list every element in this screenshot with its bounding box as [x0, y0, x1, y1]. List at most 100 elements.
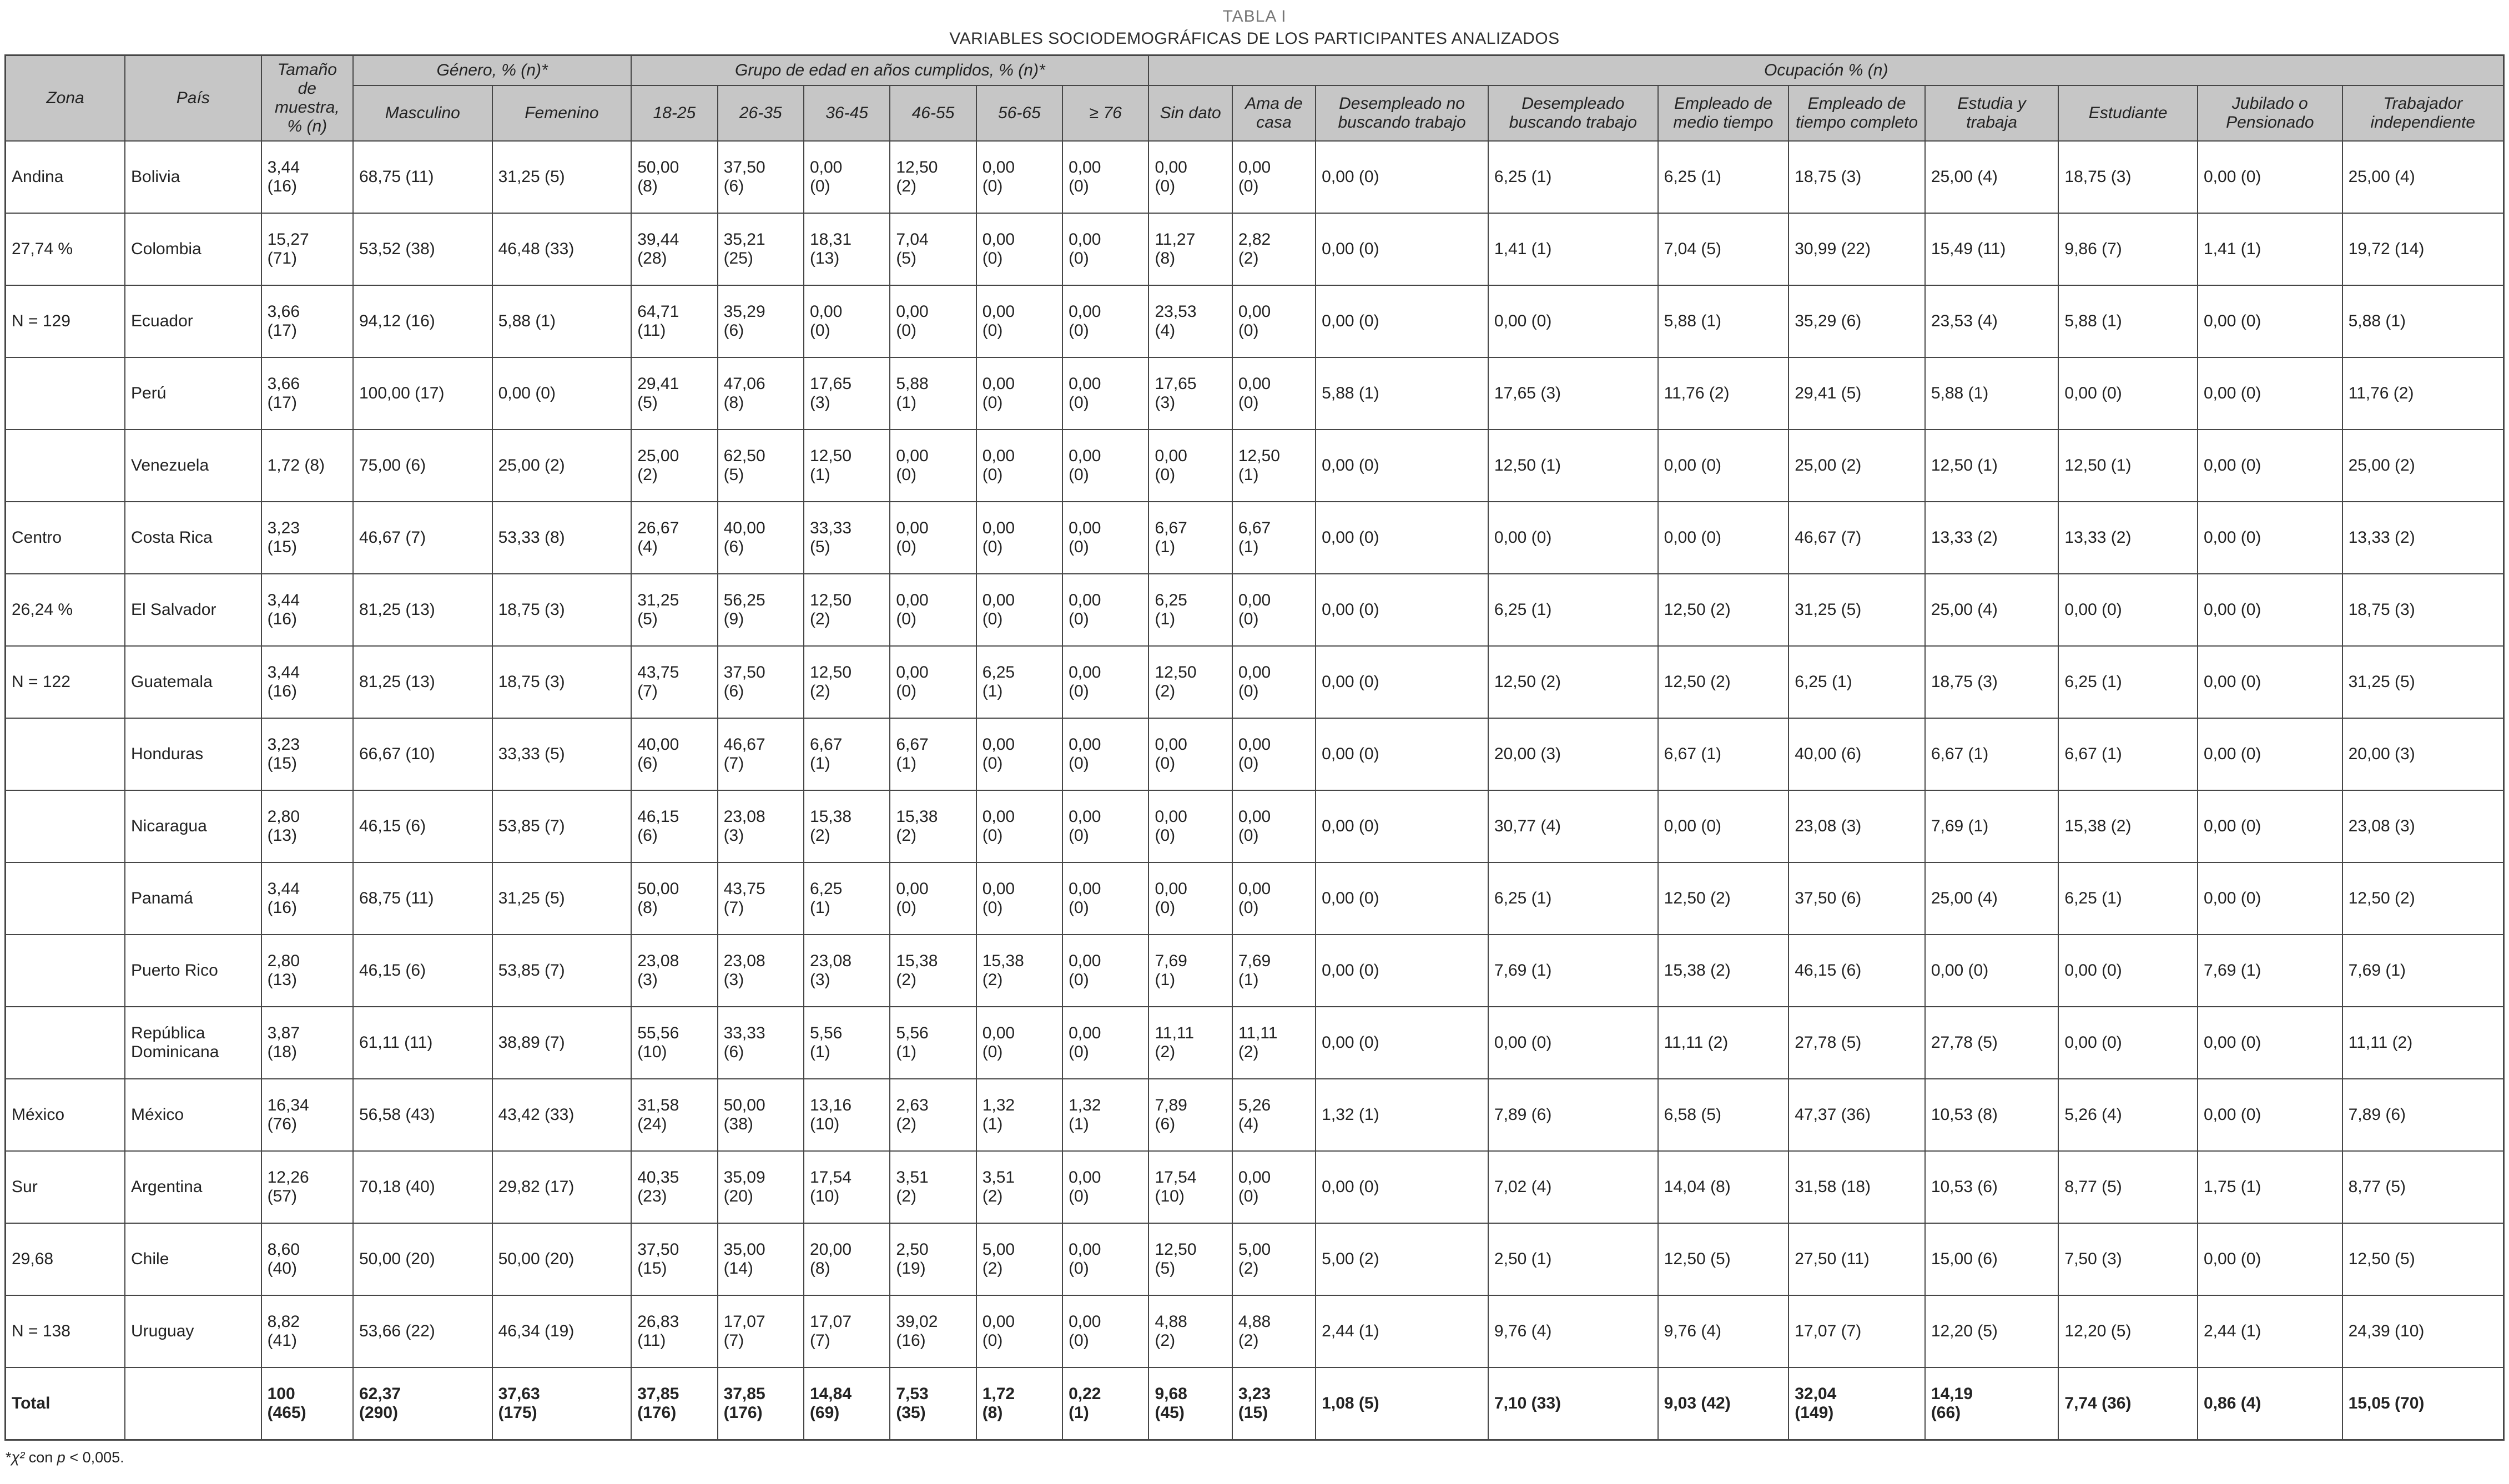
data-cell: 12,50 (1): [1924, 429, 2059, 502]
data-cell: 25,00 (2): [491, 429, 632, 502]
data-cell: 12,50 (1): [2058, 429, 2198, 502]
data-cell: 70,18 (40): [352, 1150, 493, 1224]
data-cell: 13,33 (2): [2341, 501, 2505, 574]
data-cell: 0,00 (0): [1315, 934, 1489, 1007]
data-cell: 33,33 (6): [717, 1006, 804, 1079]
header-group-row: Zona País Tamaño de muestra, % (n) Género, …: [4, 54, 2505, 142]
data-cell: 4,88 (2): [1231, 1295, 1317, 1368]
data-cell: 68,75 (11): [352, 862, 493, 935]
header-sub-row: Masculino Femenino 18-25 26-35 36-45 46-55 56-…: [6, 84, 2505, 142]
data-cell: 81,25 (13): [352, 573, 493, 647]
data-cell: 53,66 (22): [352, 1295, 493, 1368]
data-cell: 0,00 (0): [2196, 790, 2343, 863]
data-cell: 13,16 (10): [803, 1078, 891, 1152]
data-cell: 0,00 (0): [1315, 1150, 1489, 1224]
zona-cell: Andina: [4, 140, 126, 214]
data-cell: 37,50 (6): [1788, 862, 1926, 935]
subheader-17: Trabajador independiente: [2341, 84, 2505, 142]
data-cell: 23,08 (3): [2341, 790, 2505, 863]
data-cell: 10,53 (6): [1924, 1150, 2059, 1224]
data-cell: 6,25 (1): [1487, 140, 1659, 214]
table-body: Andina Bolivia 3,44 (16) 68,75 (11) 31,25 (5)…: [4, 140, 2505, 1440]
header-ocupacion-group: Ocupación % (n): [1148, 54, 2505, 86]
table-row: 26,24 % El Salvador 3,44 (16) 81,25 (13) 18,7…: [4, 573, 2505, 647]
data-cell: 23,08 (3): [631, 934, 718, 1007]
zona-cell: N = 122: [4, 645, 126, 719]
data-cell: 18,31 (13): [803, 213, 891, 286]
data-cell: 2,80 (13): [260, 790, 354, 863]
data-cell: 56,58 (43): [352, 1078, 493, 1152]
data-cell: 12,26 (57): [260, 1150, 354, 1224]
data-cell: 12,50 (5): [1657, 1223, 1790, 1296]
data-cell: 18,75 (3): [491, 573, 632, 647]
data-cell: 53,33 (8): [491, 501, 632, 574]
pais-cell: Puerto Rico: [124, 934, 262, 1007]
data-cell: 6,25 (1): [803, 862, 891, 935]
data-cell: 5,88 (1): [889, 357, 977, 430]
data-cell: 4,88 (2): [1148, 1295, 1233, 1368]
total-data-cell: 32,04 (149): [1788, 1367, 1926, 1440]
footnote-value: < 0,005.: [65, 1448, 124, 1466]
data-cell: 0,00 (0): [1657, 790, 1790, 863]
total-data-cell: 0,22 (1): [1062, 1367, 1150, 1440]
data-cell: 0,00 (0): [2058, 1006, 2198, 1079]
subheader-11: Desempleado buscando trabajo: [1487, 84, 1659, 142]
data-cell: 0,00 (0): [975, 213, 1064, 286]
data-cell: 2,63 (2): [889, 1078, 977, 1152]
pais-cell: Argentina: [124, 1150, 262, 1224]
data-cell: 15,38 (2): [889, 790, 977, 863]
data-cell: 8,82 (41): [260, 1295, 354, 1368]
data-cell: 12,20 (5): [1924, 1295, 2059, 1368]
data-cell: 0,00 (0): [2058, 357, 2198, 430]
subheader-6: 56-65: [975, 84, 1064, 142]
data-cell: 7,04 (5): [889, 213, 977, 286]
data-cell: 18,75 (3): [2058, 140, 2198, 214]
zona-cell: [4, 790, 126, 863]
data-cell: 9,86 (7): [2058, 213, 2198, 286]
data-cell: 18,75 (3): [491, 645, 632, 719]
zona-cell: 26,24 %: [4, 573, 126, 647]
data-cell: 43,75 (7): [717, 862, 804, 935]
data-cell: 0,00 (0): [889, 501, 977, 574]
data-cell: 3,66 (17): [260, 357, 354, 430]
data-cell: 0,00 (0): [1231, 285, 1317, 358]
data-cell: 12,50 (1): [1231, 429, 1317, 502]
data-cell: 0,00 (0): [2196, 140, 2343, 214]
zona-cell: N = 129: [4, 285, 126, 358]
data-cell: 46,15 (6): [1788, 934, 1926, 1007]
data-cell: 5,56 (1): [803, 1006, 891, 1079]
header-zona: Zona: [4, 54, 126, 142]
data-cell: 35,09 (20): [717, 1150, 804, 1224]
data-cell: 12,20 (5): [2058, 1295, 2198, 1368]
data-cell: 0,00 (0): [2196, 573, 2343, 647]
data-cell: 39,44 (28): [631, 213, 718, 286]
data-cell: 3,66 (17): [260, 285, 354, 358]
data-cell: 30,77 (4): [1487, 790, 1659, 863]
data-cell: 35,29 (6): [1788, 285, 1926, 358]
total-data-cell: 0,86 (4): [2196, 1367, 2343, 1440]
data-cell: 0,00 (0): [1315, 573, 1489, 647]
data-cell: 0,00 (0): [1062, 718, 1150, 791]
data-cell: 12,50 (2): [1657, 862, 1790, 935]
data-cell: 0,00 (0): [975, 790, 1064, 863]
table-row: Honduras 3,23 (15) 66,67 (10) 33,33 (5) 40,00…: [4, 718, 2505, 791]
data-cell: 9,76 (4): [1657, 1295, 1790, 1368]
data-cell: 0,00 (0): [1315, 213, 1489, 286]
header-pais: País: [124, 54, 262, 142]
data-cell: 75,00 (6): [352, 429, 493, 502]
header-genero-group: Género, % (n)*: [352, 54, 632, 86]
pais-cell: Panamá: [124, 862, 262, 935]
total-data-cell: 14,19 (66): [1924, 1367, 2059, 1440]
data-cell: 0,00 (0): [1315, 862, 1489, 935]
data-cell: 31,25 (5): [1788, 573, 1926, 647]
data-cell: 10,53 (8): [1924, 1078, 2059, 1152]
data-cell: 6,25 (1): [2058, 862, 2198, 935]
zona-cell: [4, 718, 126, 791]
data-cell: 0,00 (0): [1062, 1223, 1150, 1296]
data-cell: 0,00 (0): [1657, 429, 1790, 502]
data-cell: 29,41 (5): [1788, 357, 1926, 430]
data-cell: 13,33 (2): [1924, 501, 2059, 574]
data-cell: 46,15 (6): [352, 790, 493, 863]
data-cell: 12,50 (5): [2341, 1223, 2505, 1296]
data-cell: 23,08 (3): [803, 934, 891, 1007]
